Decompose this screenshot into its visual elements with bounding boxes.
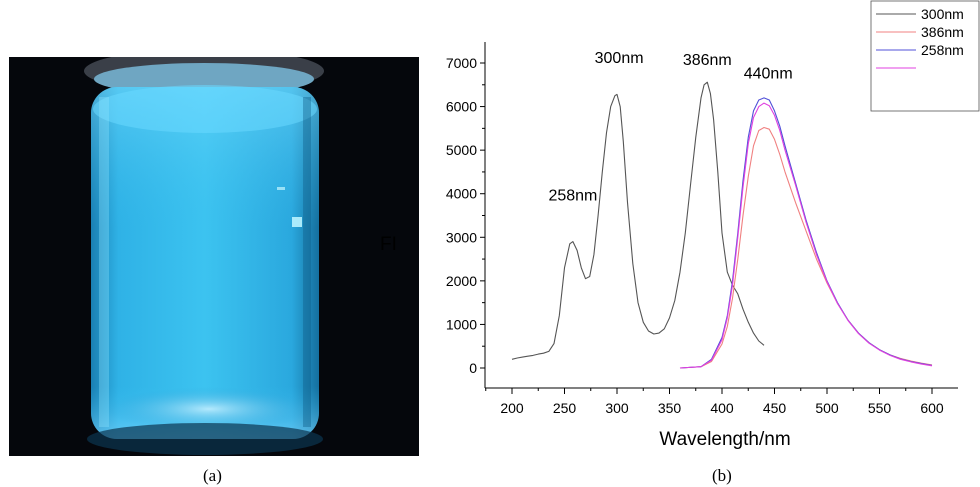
y-tick-label: 2000 (446, 273, 477, 289)
y-axis-title: FI (380, 234, 397, 255)
series-line-ex_300 (511, 81, 765, 360)
peak-annotation: 258nm (548, 187, 597, 204)
peak-annotation: 300nm (595, 50, 644, 67)
legend-label: 386nm (921, 24, 964, 40)
x-axis-title: Wavelength/nm (659, 429, 790, 450)
x-tick-label: 500 (815, 400, 839, 416)
y-tick-label: 4000 (446, 186, 477, 202)
series-line-em_386 (679, 126, 933, 369)
x-tick-label: 200 (500, 400, 524, 416)
y-tick-label: 3000 (446, 229, 477, 245)
x-tick-label: 600 (920, 400, 944, 416)
vial-photo (9, 49, 419, 456)
legend-box (870, 0, 980, 112)
y-tick-label: 6000 (446, 99, 477, 115)
legend-label: 300nm (921, 6, 964, 22)
series-line-em_300 (679, 97, 933, 369)
y-tick-label: 1000 (446, 316, 477, 332)
series-line-em_258 (679, 102, 933, 369)
legend-label: 258nm (921, 42, 964, 58)
y-tick-label: 7000 (446, 55, 477, 71)
y-tick-label: 0 (469, 360, 477, 376)
x-tick-label: 250 (553, 400, 577, 416)
y-tick-label: 5000 (446, 142, 477, 158)
caption-b: (b) (712, 466, 732, 485)
x-tick-label: 400 (710, 400, 734, 416)
caption-a: (a) (203, 466, 222, 485)
x-tick-label: 350 (658, 400, 682, 416)
peak-annotation: 386nm (683, 52, 732, 69)
peak-annotation: 440nm (744, 65, 793, 82)
x-tick-label: 550 (868, 400, 892, 416)
x-tick-label: 450 (763, 400, 787, 416)
x-tick-label: 300 (605, 400, 629, 416)
spectra-chart: 0 1000 2000 3000 4000 5000 6000 7000 200 250 300 35… (380, 0, 980, 450)
